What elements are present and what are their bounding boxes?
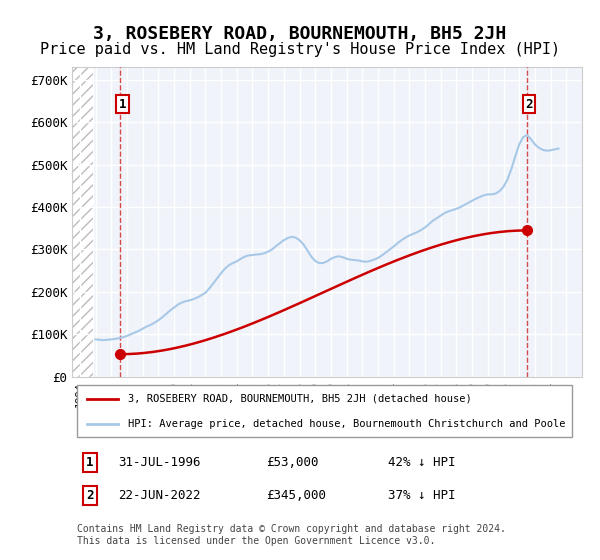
- Text: 3, ROSEBERY ROAD, BOURNEMOUTH, BH5 2JH (detached house): 3, ROSEBERY ROAD, BOURNEMOUTH, BH5 2JH (…: [128, 394, 472, 404]
- FancyBboxPatch shape: [77, 385, 572, 437]
- Text: £53,000: £53,000: [266, 456, 319, 469]
- Text: Price paid vs. HM Land Registry's House Price Index (HPI): Price paid vs. HM Land Registry's House …: [40, 42, 560, 57]
- Text: 1: 1: [119, 98, 127, 111]
- Text: 3, ROSEBERY ROAD, BOURNEMOUTH, BH5 2JH: 3, ROSEBERY ROAD, BOURNEMOUTH, BH5 2JH: [94, 25, 506, 43]
- Text: 31-JUL-1996: 31-JUL-1996: [118, 456, 200, 469]
- Bar: [72, 67, 93, 377]
- Text: 37% ↓ HPI: 37% ↓ HPI: [388, 489, 456, 502]
- Text: HPI: Average price, detached house, Bournemouth Christchurch and Poole: HPI: Average price, detached house, Bour…: [128, 419, 566, 429]
- Text: Contains HM Land Registry data © Crown copyright and database right 2024.
This d: Contains HM Land Registry data © Crown c…: [77, 524, 506, 545]
- Text: 1: 1: [86, 456, 94, 469]
- Text: 2: 2: [86, 489, 94, 502]
- Text: 22-JUN-2022: 22-JUN-2022: [118, 489, 200, 502]
- Text: 2: 2: [525, 98, 533, 111]
- Text: 42% ↓ HPI: 42% ↓ HPI: [388, 456, 456, 469]
- Text: £345,000: £345,000: [266, 489, 326, 502]
